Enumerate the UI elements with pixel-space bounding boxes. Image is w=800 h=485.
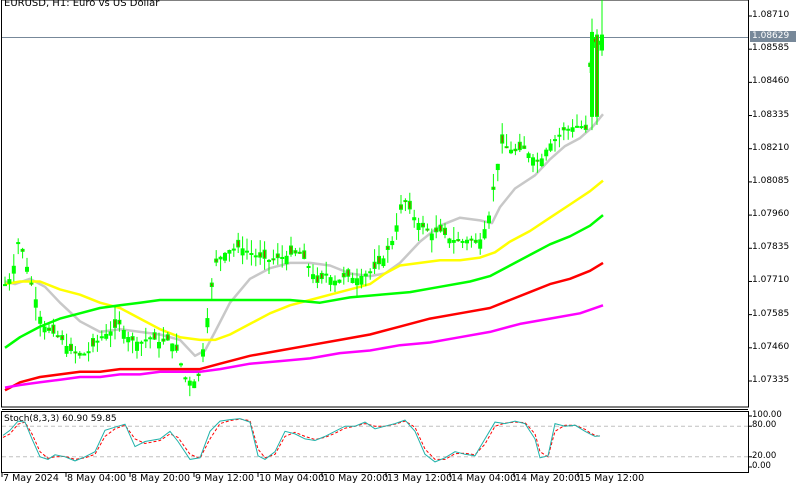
stoch-tick-label: 80.00 (752, 420, 777, 431)
time-tick-label: 13 May 12:00 (387, 473, 453, 484)
price-tick-label: 1.08585 (752, 43, 790, 54)
price-tick-label: 1.07585 (752, 308, 790, 319)
time-tick-label: 15 May 12:00 (579, 473, 645, 484)
stochastic-label: Stoch(8,3,3) 60.90 59.85 (4, 414, 117, 424)
price-tick-label: 1.07335 (752, 375, 790, 385)
stoch-tick-label: 20.00 (752, 450, 777, 461)
price-tick-label: 1.08460 (752, 76, 790, 87)
price-tick-label: 1.07710 (752, 275, 790, 286)
time-tick-label: 10 May 04:00 (259, 473, 325, 484)
price-tick-label: 1.07460 (752, 341, 790, 352)
time-tick-label: 14 May 20:00 (515, 473, 581, 484)
time-tick-label: 14 May 04:00 (451, 473, 517, 484)
chart-title: EURUSD, H1: Euro vs US Dollar (4, 0, 160, 9)
time-tick-label: 8 May 04:00 (67, 473, 127, 484)
price-tick-label: 1.07835 (752, 242, 790, 253)
time-tick-label: 9 May 12:00 (195, 473, 255, 484)
current-price-badge: 1.08629 (750, 31, 796, 42)
time-tick-label: 7 May 2024 (3, 473, 59, 484)
price-tick-label: 1.08710 (752, 10, 790, 20)
price-tick-label: 1.08085 (752, 175, 790, 186)
time-tick-label: 10 May 20:00 (323, 473, 389, 484)
stoch-tick-label: 100.00 (752, 410, 782, 420)
price-tick-label: 1.08210 (752, 142, 790, 153)
price-tick-label: 1.08335 (752, 109, 790, 120)
stoch-tick-label: 0.00 (752, 461, 771, 471)
time-tick-label: 8 May 20:00 (131, 473, 191, 484)
price-tick-label: 1.07960 (752, 209, 790, 220)
